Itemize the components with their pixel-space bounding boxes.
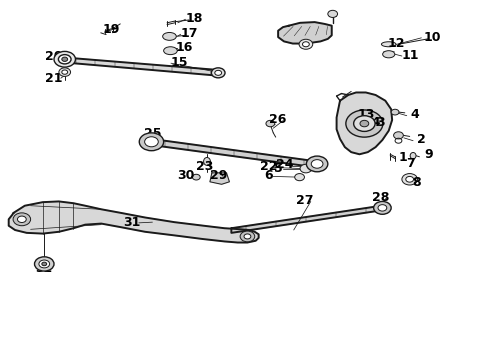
Text: 1: 1 (399, 151, 408, 165)
Text: 15: 15 (171, 56, 188, 69)
Polygon shape (231, 206, 381, 233)
Circle shape (13, 213, 30, 226)
Text: 26: 26 (270, 113, 287, 126)
Circle shape (393, 132, 403, 139)
Circle shape (39, 260, 49, 268)
Polygon shape (151, 139, 317, 167)
Text: 2: 2 (417, 134, 426, 147)
Text: 29: 29 (210, 169, 227, 182)
Circle shape (145, 137, 158, 147)
Text: 14: 14 (364, 116, 381, 129)
Text: 6: 6 (264, 169, 273, 182)
Text: 9: 9 (425, 148, 434, 161)
Circle shape (406, 176, 414, 182)
Circle shape (346, 110, 383, 137)
Text: 23: 23 (196, 160, 214, 173)
Text: 13: 13 (357, 108, 374, 121)
Circle shape (58, 55, 71, 64)
Ellipse shape (163, 32, 176, 40)
Text: 25: 25 (144, 127, 161, 140)
Circle shape (215, 70, 221, 75)
Text: 31: 31 (123, 216, 141, 229)
Circle shape (378, 204, 387, 211)
Circle shape (360, 120, 369, 127)
Circle shape (240, 231, 255, 242)
Circle shape (374, 202, 391, 214)
Polygon shape (337, 93, 392, 154)
Text: 5: 5 (274, 162, 283, 175)
Polygon shape (278, 22, 332, 44)
Circle shape (62, 70, 68, 74)
Ellipse shape (410, 153, 416, 159)
Text: 20: 20 (45, 50, 63, 63)
Polygon shape (210, 173, 229, 184)
Text: 3: 3 (376, 116, 385, 129)
Text: 11: 11 (402, 49, 419, 62)
Polygon shape (69, 58, 218, 76)
Circle shape (139, 133, 164, 151)
Circle shape (306, 156, 328, 172)
Text: 27: 27 (295, 194, 313, 207)
Ellipse shape (383, 51, 395, 58)
Text: 12: 12 (387, 37, 405, 50)
Text: 18: 18 (185, 12, 202, 25)
Circle shape (244, 234, 251, 239)
Text: 17: 17 (180, 27, 198, 40)
Ellipse shape (381, 42, 396, 47)
Text: 32: 32 (36, 262, 53, 275)
Text: 16: 16 (175, 41, 193, 54)
Circle shape (294, 174, 304, 181)
Circle shape (311, 159, 323, 168)
Circle shape (42, 262, 47, 266)
Text: 21: 21 (45, 72, 63, 85)
Circle shape (300, 164, 312, 173)
Circle shape (391, 109, 399, 115)
Circle shape (34, 257, 54, 271)
Circle shape (211, 68, 225, 78)
Text: 10: 10 (424, 31, 441, 44)
Circle shape (299, 39, 313, 49)
Text: 19: 19 (102, 23, 120, 36)
Circle shape (266, 120, 275, 127)
Circle shape (402, 174, 417, 185)
Circle shape (18, 216, 26, 222)
Circle shape (354, 116, 375, 131)
Text: 4: 4 (410, 108, 419, 121)
Text: 30: 30 (177, 169, 194, 182)
Circle shape (59, 68, 71, 76)
Ellipse shape (203, 157, 210, 165)
Circle shape (62, 57, 68, 62)
Text: 8: 8 (412, 176, 421, 189)
Circle shape (193, 174, 200, 180)
Text: 22: 22 (260, 160, 277, 173)
Circle shape (328, 10, 338, 18)
Text: 7: 7 (406, 157, 415, 170)
Circle shape (54, 51, 75, 67)
Circle shape (302, 42, 309, 47)
Ellipse shape (164, 47, 177, 55)
Text: 24: 24 (276, 158, 294, 171)
Text: 28: 28 (372, 191, 389, 204)
Polygon shape (9, 202, 259, 243)
